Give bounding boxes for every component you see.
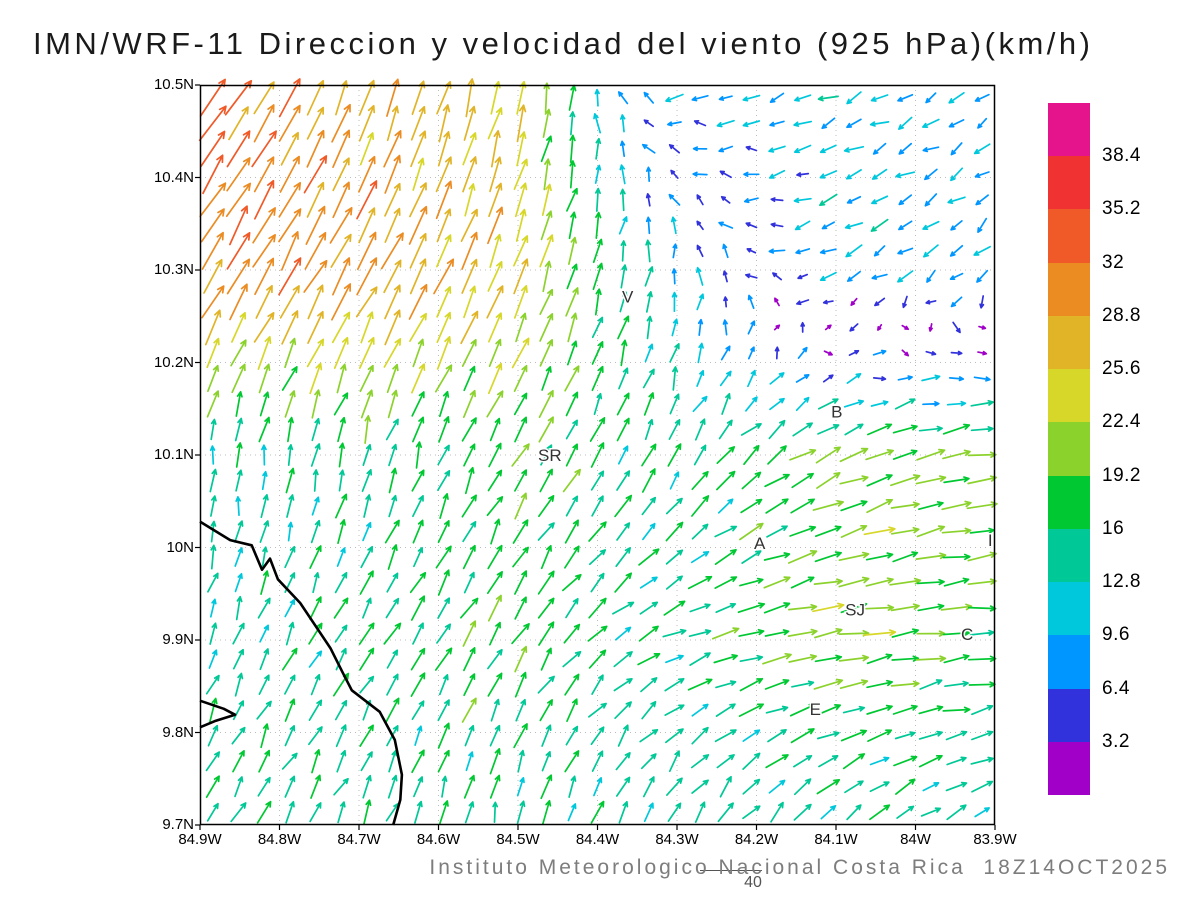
station-label-sr: SR bbox=[538, 446, 562, 465]
colorbar-tick-label: 32 bbox=[1102, 251, 1125, 273]
colorbar-segment bbox=[1048, 369, 1090, 423]
y-axis-tick-label: 9.9N bbox=[162, 631, 194, 648]
x-axis-tick-label: 83.9W bbox=[973, 831, 1017, 848]
station-label-e: E bbox=[810, 700, 821, 719]
y-axis-tick-label: 10.2N bbox=[153, 353, 194, 371]
footer-caption: Instituto Meteorologico Nacional Costa R… bbox=[429, 856, 1170, 879]
colorbar-segment bbox=[1048, 635, 1090, 689]
colorbar-segment bbox=[1048, 688, 1090, 742]
y-axis-tick-label: 10.4N bbox=[153, 168, 194, 186]
colorbar-segment bbox=[1048, 741, 1090, 796]
station-label-sj: SJ bbox=[845, 601, 865, 620]
y-axis-tick-label: 9.8N bbox=[162, 723, 194, 741]
colorbar-tick-label: 16 bbox=[1102, 517, 1125, 539]
colorbar-segment bbox=[1048, 315, 1090, 370]
colorbar-segment bbox=[1048, 209, 1090, 263]
x-axis-tick-label: 84.8W bbox=[257, 831, 302, 848]
colorbar-tick-label: 38.4 bbox=[1102, 145, 1141, 167]
reference-vector-line bbox=[700, 870, 762, 871]
colorbar-tick-label: 25.6 bbox=[1102, 358, 1141, 380]
x-axis-tick-label: 84.3W bbox=[655, 831, 699, 848]
y-axis-tick-label: 10.3N bbox=[153, 261, 194, 278]
y-axis-tick-label: 10.1N bbox=[153, 446, 194, 463]
colorbar-segment bbox=[1048, 475, 1090, 529]
colorbar-tick-label: 6.4 bbox=[1102, 677, 1130, 699]
x-axis-tick-label: 84.9W bbox=[178, 831, 222, 848]
x-axis-tick-label: 84.4W bbox=[575, 831, 620, 848]
colorbar-tick-label: 19.2 bbox=[1102, 464, 1141, 486]
x-axis-tick-label: 84W bbox=[900, 831, 931, 848]
colorbar-segment bbox=[1048, 422, 1090, 476]
colorbar-tick-label: 22.4 bbox=[1102, 411, 1141, 433]
x-axis-tick-label: 84.5W bbox=[496, 831, 540, 848]
station-label-i: I bbox=[988, 531, 993, 550]
colorbar-tick-label: 28.8 bbox=[1102, 304, 1141, 326]
colorbar-segment bbox=[1048, 103, 1090, 157]
station-label-c: C bbox=[961, 625, 973, 644]
y-axis-tick-label: 9.7N bbox=[162, 816, 194, 833]
colorbar-segment bbox=[1048, 262, 1090, 316]
colorbar-segment bbox=[1048, 528, 1090, 583]
coastline bbox=[199, 520, 404, 826]
colorbar-segment bbox=[1048, 156, 1090, 210]
plot-canvas: V B SR A SJ C E I bbox=[195, 78, 998, 830]
station-label-v: V bbox=[622, 288, 634, 307]
colorbar bbox=[1048, 103, 1090, 796]
x-axis-tick-label: 84.1W bbox=[814, 831, 858, 848]
coastline bbox=[199, 699, 237, 729]
colorbar-tick-label: 3.2 bbox=[1102, 730, 1130, 752]
x-axis-tick-label: 84.2W bbox=[734, 831, 779, 848]
y-axis-tick-label: 10.5N bbox=[153, 76, 194, 93]
y-axis-tick-label: 10N bbox=[166, 538, 194, 556]
colorbar-tick-label: 9.6 bbox=[1102, 624, 1130, 646]
x-axis-tick-label: 84.6W bbox=[416, 831, 461, 848]
station-label-a: A bbox=[754, 534, 766, 553]
colorbar-tick-label: 12.8 bbox=[1102, 571, 1141, 593]
colorbar-segment bbox=[1048, 582, 1090, 636]
chart-title: IMN/WRF-11 Direccion y velocidad del vie… bbox=[33, 26, 1094, 61]
reference-vector-label: 40 bbox=[744, 874, 762, 891]
station-label-b: B bbox=[831, 402, 842, 421]
colorbar-tick-label: 35.2 bbox=[1102, 198, 1141, 220]
x-axis-tick-label: 84.7W bbox=[337, 831, 381, 848]
